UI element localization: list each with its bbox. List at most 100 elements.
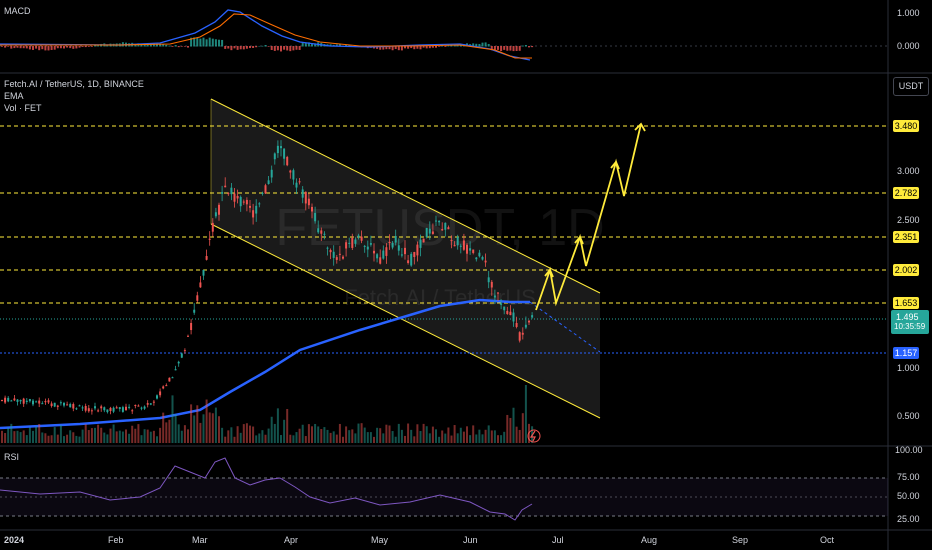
candle-body[interactable] [81, 407, 84, 409]
candle-body[interactable] [174, 369, 177, 371]
candle-body[interactable] [196, 295, 199, 301]
level-label-1653[interactable]: 1.653 [893, 297, 919, 309]
candle-body[interactable] [146, 403, 149, 405]
ema-line[interactable] [0, 298, 530, 430]
candle-body[interactable] [270, 169, 273, 178]
candle-body[interactable] [286, 156, 289, 166]
candle-body[interactable] [478, 252, 481, 257]
level-label-2782[interactable]: 2.782 [893, 187, 919, 199]
macd-line[interactable] [0, 9, 531, 61]
rsi-line[interactable] [0, 457, 533, 521]
candle-body[interactable] [115, 407, 118, 409]
candle-body[interactable] [137, 405, 140, 407]
candle-body[interactable] [25, 400, 28, 402]
candle-body[interactable] [245, 199, 248, 205]
candle-body[interactable] [428, 228, 431, 234]
candle-body[interactable] [78, 405, 81, 407]
candle-body[interactable] [121, 407, 124, 412]
candle-body[interactable] [320, 230, 323, 234]
candle-body[interactable] [394, 235, 397, 243]
candle-body[interactable] [345, 242, 348, 249]
candle-body[interactable] [224, 185, 227, 188]
candle-body[interactable] [335, 257, 338, 260]
candle-body[interactable] [199, 282, 202, 288]
candle-body[interactable] [50, 403, 53, 406]
candle-body[interactable] [177, 361, 180, 364]
candle-body[interactable] [276, 145, 279, 154]
candle-body[interactable] [518, 332, 521, 341]
candle-body[interactable] [125, 406, 127, 411]
candle-body[interactable] [1, 400, 3, 402]
candle-body[interactable] [193, 309, 196, 313]
candle-body[interactable] [283, 148, 286, 159]
candle-body[interactable] [149, 403, 152, 405]
candle-body[interactable] [397, 245, 400, 251]
candle-body[interactable] [329, 250, 332, 253]
candle-body[interactable] [431, 231, 434, 235]
channel-upper-line[interactable] [210, 98, 601, 294]
volume-legend[interactable]: Vol · FET [4, 103, 42, 113]
candle-body[interactable] [388, 242, 391, 244]
candle-body[interactable] [379, 257, 382, 264]
candle-body[interactable] [47, 400, 50, 403]
candle-body[interactable] [10, 400, 13, 402]
candle-body[interactable] [84, 406, 87, 411]
candle-body[interactable] [97, 410, 100, 412]
candle-body[interactable] [515, 322, 518, 327]
candle-body[interactable] [162, 386, 165, 389]
candle-body[interactable] [171, 377, 174, 379]
candle-body[interactable] [484, 260, 487, 263]
candle-body[interactable] [252, 210, 255, 218]
candle-body[interactable] [295, 182, 298, 188]
candle-body[interactable] [391, 242, 394, 248]
candle-body[interactable] [16, 399, 19, 402]
candle-body[interactable] [363, 245, 366, 247]
candle-body[interactable] [338, 253, 341, 255]
candles-group[interactable] [1, 140, 534, 415]
candle-body[interactable] [500, 303, 503, 305]
candle-body[interactable] [307, 198, 310, 206]
candle-body[interactable] [261, 193, 264, 195]
candle-body[interactable] [118, 407, 121, 409]
candle-body[interactable] [441, 229, 444, 231]
signal-line[interactable] [0, 13, 532, 59]
candle-body[interactable] [503, 306, 506, 311]
candle-body[interactable] [267, 180, 270, 185]
candle-body[interactable] [72, 404, 75, 409]
candle-body[interactable] [19, 400, 22, 402]
candle-body[interactable] [512, 312, 515, 322]
candle-body[interactable] [366, 246, 369, 250]
candle-body[interactable] [456, 236, 459, 246]
candle-body[interactable] [7, 397, 10, 402]
candle-body[interactable] [156, 395, 158, 399]
current-price-badge[interactable]: 1.495 10:35:59 [891, 310, 929, 334]
candle-body[interactable] [94, 406, 96, 409]
candle-body[interactable] [493, 295, 496, 298]
candle-body[interactable] [292, 170, 295, 180]
candle-body[interactable] [208, 238, 211, 240]
candle-body[interactable] [506, 310, 509, 314]
candle-body[interactable] [59, 402, 62, 404]
candle-body[interactable] [425, 227, 428, 238]
candle-body[interactable] [128, 406, 131, 408]
candle-body[interactable] [227, 193, 230, 195]
candle-body[interactable] [106, 409, 109, 413]
candle-body[interactable] [360, 236, 363, 241]
symbol-legend[interactable]: Fetch.AI / TetherUS, 1D, BINANCE [4, 79, 144, 89]
candle-body[interactable] [357, 235, 360, 238]
candle-body[interactable] [168, 377, 171, 382]
candle-body[interactable] [134, 404, 137, 406]
candle-body[interactable] [32, 400, 34, 405]
candle-body[interactable] [44, 401, 47, 403]
candle-body[interactable] [221, 192, 224, 194]
candle-body[interactable] [230, 187, 233, 195]
candle-body[interactable] [481, 257, 484, 260]
candle-body[interactable] [53, 402, 56, 407]
candle-body[interactable] [422, 238, 425, 243]
candle-body[interactable] [528, 320, 530, 323]
candle-body[interactable] [183, 350, 186, 352]
candle-body[interactable] [438, 220, 441, 223]
candle-body[interactable] [400, 254, 403, 256]
candle-body[interactable] [332, 251, 335, 258]
candle-body[interactable] [22, 398, 25, 404]
